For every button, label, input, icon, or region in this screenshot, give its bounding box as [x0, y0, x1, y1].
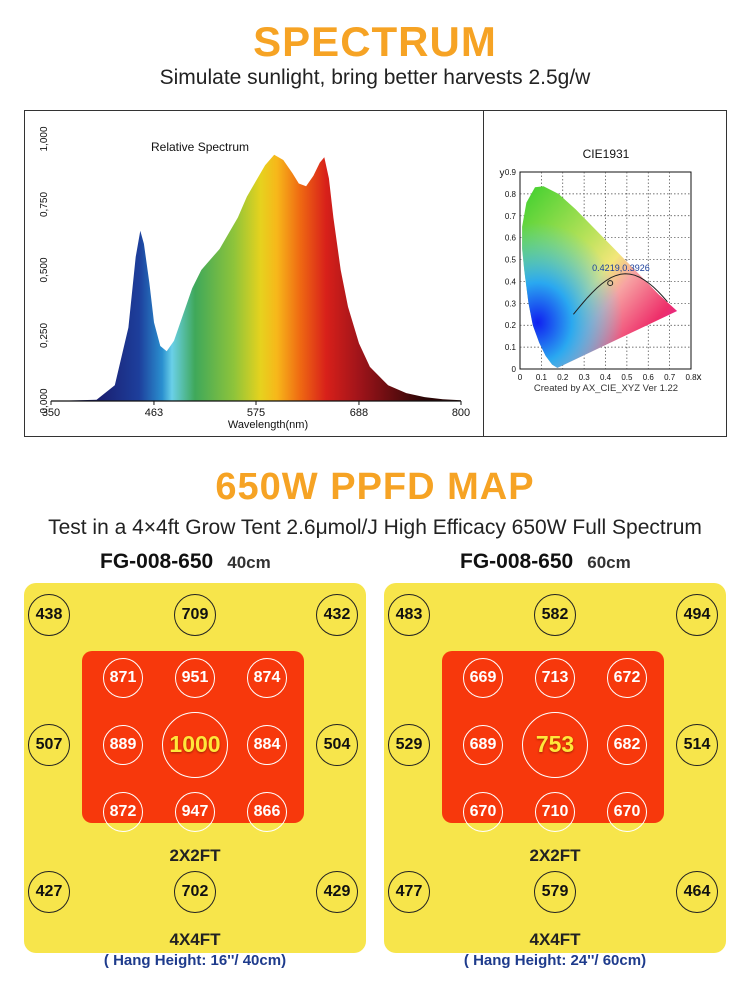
- hang-height: 40cm: [227, 553, 271, 572]
- ppfd-value-outer: 464: [676, 871, 718, 913]
- y-tick-label: 0: [512, 365, 517, 374]
- y-tick-label: 0.7: [505, 212, 517, 221]
- ppfd-value-outer: 529: [388, 724, 430, 766]
- ppfd-value-inner: 947: [175, 792, 215, 832]
- point-label: 0.4219,0.3926: [592, 263, 650, 273]
- y-tick-label: 1,000: [39, 126, 50, 151]
- outer-area-label: 4X4FT: [529, 930, 581, 949]
- y-tick-label: 0.3: [505, 299, 517, 308]
- cie1931-chart: CIE1931 0.4219,0.3926 0 0.1 0.2 0.3 0.4 0.5 0.6 0…: [500, 147, 702, 394]
- ppfd-value-inner: 874: [247, 658, 287, 698]
- relative-spectrum-chart: 350 463 575 688 800 0,000 0,250 0,500 0,750 1,000…: [39, 126, 470, 431]
- ppfd-title: 650W PPFD MAP: [215, 466, 535, 508]
- y-tick-label: 0.1: [505, 343, 517, 352]
- ppfd-value-inner: 889: [103, 725, 143, 765]
- ppfd-value-outer: 702: [174, 871, 216, 913]
- spectrum-subtitle: Simulate sunlight, bring better harvests…: [159, 66, 591, 89]
- model-label-right: FG-008-650 60cm: [460, 550, 631, 574]
- ppfd-value-inner: 689: [463, 725, 503, 765]
- ppfd-value-center: 1000: [162, 712, 228, 778]
- y-tick-label: 0.5: [505, 256, 517, 265]
- ppfd-value-inner: 669: [463, 658, 503, 698]
- y-tick-label: 0,750: [39, 192, 50, 217]
- ppfd-value-outer: 494: [676, 594, 718, 636]
- ppfd-value-outer: 709: [174, 594, 216, 636]
- x-tick-label: 463: [145, 407, 163, 419]
- ppfd-map-40cm: 438 709 432 507 504 427 702 429 871 951 874 889 1000…: [24, 583, 366, 953]
- y-tick-label: 0,000: [39, 388, 50, 413]
- model-name: FG-008-650: [100, 550, 214, 573]
- ppfd-value-inner: 866: [247, 792, 287, 832]
- panel-divider: [483, 111, 484, 436]
- x-tick-label: 0.4: [600, 373, 612, 382]
- ppfd-value-outer: 429: [316, 871, 358, 913]
- ppfd-value-inner: 670: [607, 792, 647, 832]
- x-tick-label: 575: [247, 407, 265, 419]
- ppfd-value-inner: 884: [247, 725, 287, 765]
- y-axis-label: y: [500, 168, 505, 179]
- inner-area-label: 2X2FT: [529, 846, 581, 865]
- y-tick-label: 0,500: [39, 257, 50, 282]
- ppfd-subtitle: Test in a 4×4ft Grow Tent 2.6μmol/J High…: [48, 516, 702, 539]
- ppfd-value-outer: 477: [388, 871, 430, 913]
- ppfd-value-inner: 682: [607, 725, 647, 765]
- y-tick-label: 0.2: [505, 321, 517, 330]
- ppfd-value-inner: 713: [535, 658, 575, 698]
- x-tick-label: 0.1: [536, 373, 548, 382]
- chart-title: CIE1931: [583, 147, 630, 161]
- chromaticity-point: [607, 280, 614, 287]
- ppfd-value-outer: 514: [676, 724, 718, 766]
- ppfd-value-outer: 438: [28, 594, 70, 636]
- x-tick-label: 800: [452, 407, 470, 419]
- x-tick-label: 0.8: [685, 373, 697, 382]
- x-tick-label: 0.7: [664, 373, 676, 382]
- x-tick-label: 0.3: [579, 373, 591, 382]
- spectrum-title: SPECTRUM: [253, 18, 497, 65]
- chart-title: Relative Spectrum: [151, 140, 249, 154]
- ppfd-value-outer: 427: [28, 871, 70, 913]
- credit-text: Created by AX_CIE_XYZ Ver 1.22: [534, 383, 678, 394]
- inner-area-label: 2X2FT: [169, 846, 221, 865]
- x-tick-label: 350: [42, 407, 60, 419]
- y-tick-label: 0.6: [505, 234, 517, 243]
- x-tick-label: 0.5: [621, 373, 633, 382]
- ppfd-value-outer: 582: [534, 594, 576, 636]
- y-tick-label: 0.4: [505, 277, 517, 286]
- x-axis-label: Wavelength(nm): [228, 419, 308, 431]
- hang-height: 60cm: [587, 553, 631, 572]
- ppfd-value-outer: 483: [388, 594, 430, 636]
- map-footer-left: 4X4FT ( Hang Height: 16''/ 40cm): [24, 930, 366, 969]
- ppfd-map-60cm: 483 582 494 529 514 477 579 464 669 713 672 689 753 6…: [384, 583, 726, 953]
- outer-area-label: 4X4FT: [169, 930, 221, 949]
- ppfd-value-outer: 507: [28, 724, 70, 766]
- y-tick-label: 0,250: [39, 323, 50, 348]
- model-label-left: FG-008-650 40cm: [100, 550, 271, 574]
- hang-height-note: ( Hang Height: 16''/ 40cm): [103, 952, 287, 969]
- ppfd-value-outer: 504: [316, 724, 358, 766]
- ppfd-value-inner: 672: [607, 658, 647, 698]
- y-tick-label: 0.8: [505, 190, 517, 199]
- spectrum-panel: 350 463 575 688 800 0,000 0,250 0,500 0,750 1,000…: [24, 110, 727, 437]
- ppfd-value-inner: 951: [175, 658, 215, 698]
- y-tick-label: 0.9: [505, 168, 517, 177]
- x-tick-label: 0.2: [557, 373, 569, 382]
- x-tick-label: 688: [350, 407, 368, 419]
- x-axis-label: x: [697, 372, 702, 383]
- ppfd-value-outer: 579: [534, 871, 576, 913]
- planckian-locus: [573, 273, 668, 315]
- ppfd-value-inner: 871: [103, 658, 143, 698]
- hang-height-note: ( Hang Height: 24''/ 60cm): [463, 952, 647, 969]
- model-name: FG-008-650: [460, 550, 574, 573]
- spectrum-area: [51, 154, 461, 401]
- ppfd-value-inner: 670: [463, 792, 503, 832]
- map-footer-right: 4X4FT ( Hang Height: 24''/ 60cm): [384, 930, 726, 969]
- ppfd-value-center: 753: [522, 712, 588, 778]
- ppfd-value-outer: 432: [316, 594, 358, 636]
- ppfd-value-inner: 872: [103, 792, 143, 832]
- gamut-blue: [522, 186, 678, 368]
- ppfd-value-inner: 710: [535, 792, 575, 832]
- x-tick-label: 0: [518, 373, 523, 382]
- x-tick-label: 0.6: [643, 373, 655, 382]
